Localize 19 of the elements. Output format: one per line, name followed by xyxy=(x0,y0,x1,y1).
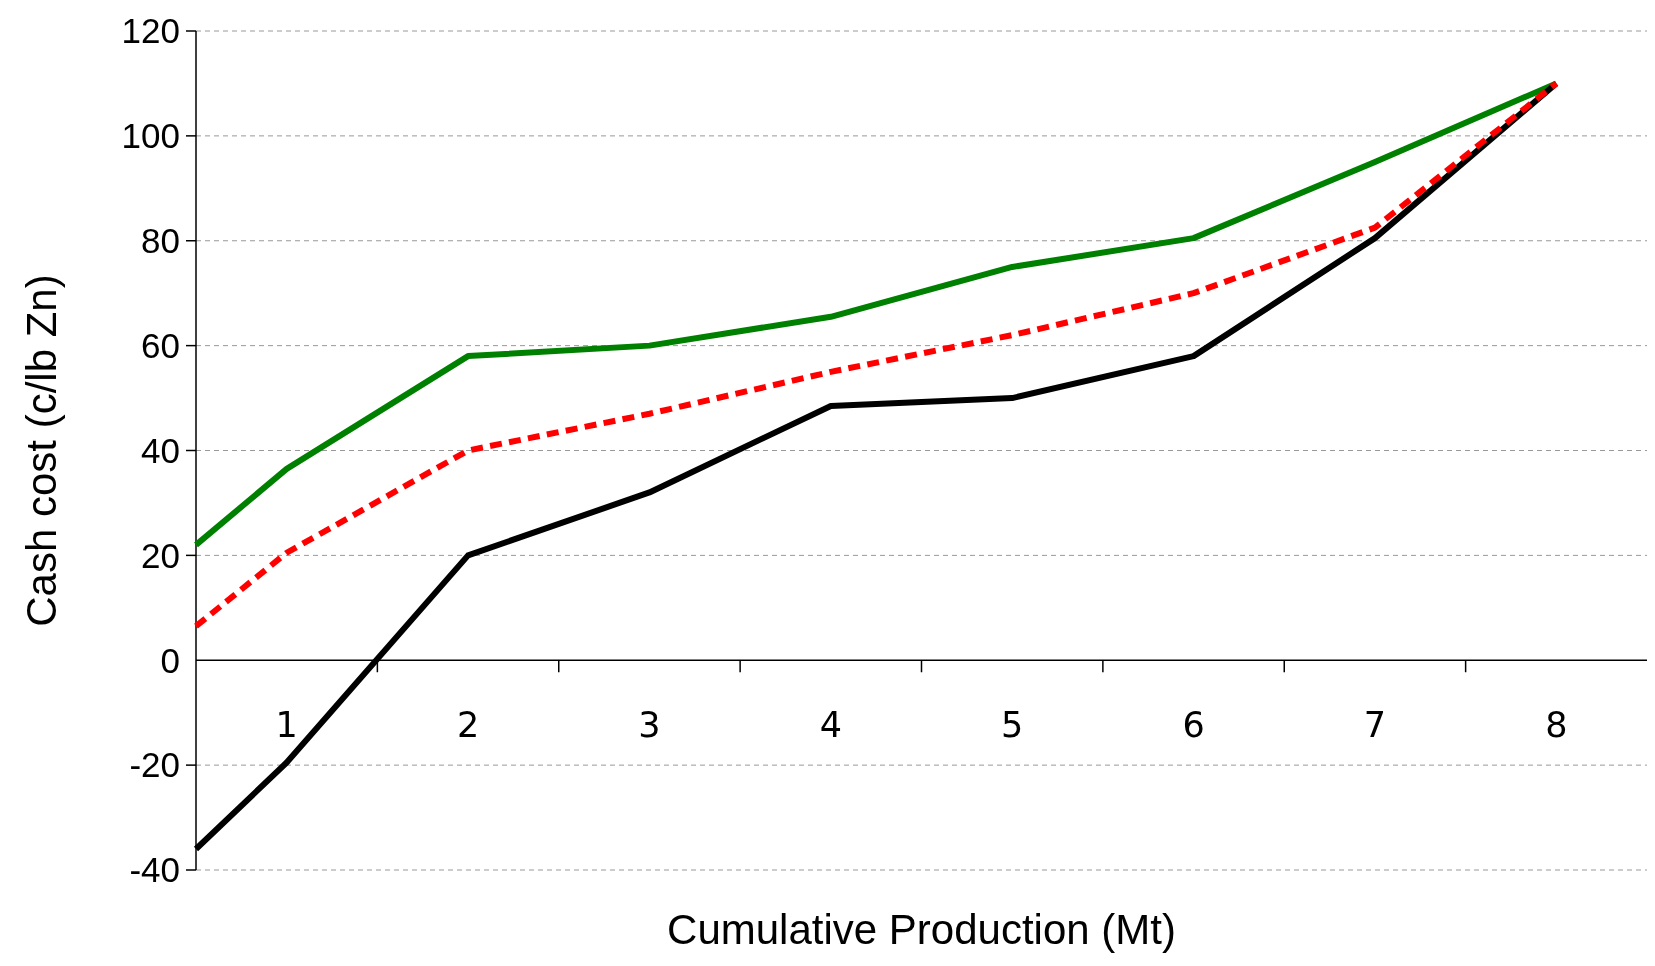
x-tick-label: 3 xyxy=(638,704,661,745)
x-tick-label: 8 xyxy=(1545,704,1568,745)
y-tick-label: 40 xyxy=(141,430,180,470)
x-axis-title: Cumulative Production (Mt) xyxy=(667,906,1176,953)
y-tick-label: 60 xyxy=(141,325,180,365)
y-tick-label: 80 xyxy=(141,221,180,260)
x-tick-label: 7 xyxy=(1363,704,1387,745)
y-tick-label: -20 xyxy=(129,745,180,785)
x-tick-label: 4 xyxy=(819,704,842,745)
y-tick-label: 120 xyxy=(121,11,180,51)
x-tick-label: 6 xyxy=(1182,704,1205,745)
x-tick-label: 2 xyxy=(456,704,480,745)
y-tick-label: 20 xyxy=(141,535,180,575)
x-tick-label: 1 xyxy=(275,704,298,745)
x-tick-label: 5 xyxy=(1001,704,1024,745)
y-tick-label: 0 xyxy=(160,640,180,680)
y-axis-title: Cash cost (c/lb Zn) xyxy=(18,274,65,627)
y-tick-label: -40 xyxy=(129,850,180,890)
y-tick-label: 100 xyxy=(121,116,180,156)
